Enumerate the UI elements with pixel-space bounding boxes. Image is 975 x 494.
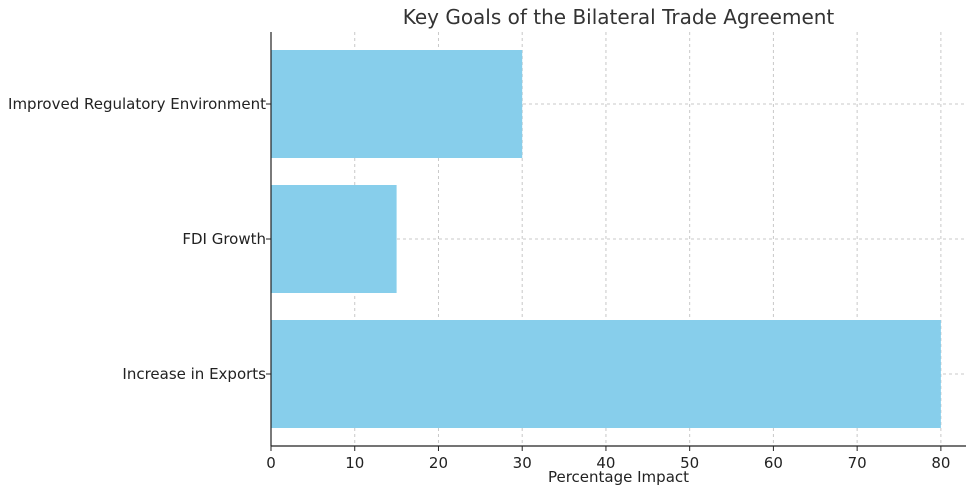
x-tick-label: 0 (266, 454, 276, 472)
y-tick-label: Increase in Exports (122, 365, 266, 383)
x-tick-label: 10 (345, 454, 364, 472)
bar-fdi-growth (271, 185, 397, 293)
x-tick-label: 60 (764, 454, 783, 472)
x-tick-label: 20 (429, 454, 448, 472)
x-ticks: 0 10 20 30 40 50 60 70 80 (266, 446, 950, 472)
bar-improved-regulatory-environment (271, 50, 523, 158)
y-tick-label: FDI Growth (182, 230, 266, 248)
x-tick-label: 70 (848, 454, 867, 472)
x-axis-label: Percentage Impact (548, 468, 689, 486)
y-tick-label: Improved Regulatory Environment (8, 95, 266, 113)
bars (271, 50, 941, 428)
x-tick-label: 50 (680, 454, 699, 472)
y-ticks: Increase in Exports FDI Growth Improved Re… (8, 95, 271, 383)
x-tick-label: 80 (931, 454, 950, 472)
chart-title: Key Goals of the Bilateral Trade Agreeme… (403, 5, 835, 29)
bar-increase-in-exports (271, 320, 941, 428)
x-tick-label: 30 (513, 454, 532, 472)
x-tick-label: 40 (596, 454, 615, 472)
